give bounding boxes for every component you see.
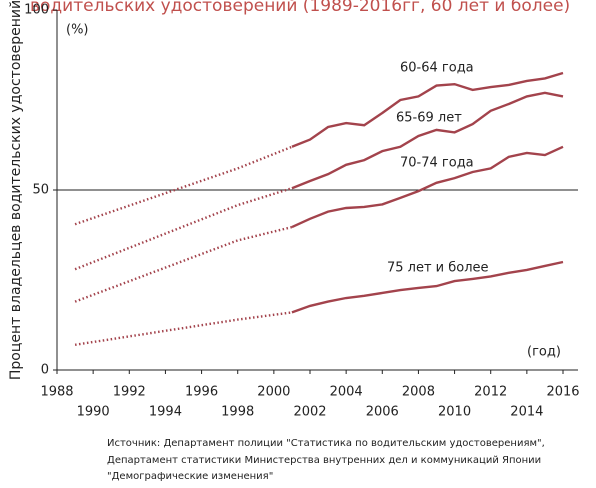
x-tick-label: 2002	[293, 405, 326, 420]
x-tick-label: 1988	[40, 385, 73, 400]
x-tick-label: 1994	[149, 405, 182, 420]
series-label: 70-74 года	[400, 156, 474, 171]
y-tick-label: 50	[32, 183, 49, 198]
x-tick-label: 2004	[330, 385, 363, 400]
series-label: 60-64 года	[400, 61, 474, 76]
chart-title: водительских удостоверений (1989-2016гг,…	[30, 0, 570, 16]
x-tick-label: 2012	[474, 385, 507, 400]
x-tick-label: 1990	[77, 405, 110, 420]
x-tick-label: 2014	[510, 405, 543, 420]
x-tick-label: 2008	[402, 385, 435, 400]
line	[291, 145, 564, 229]
x-tick-label: 2010	[438, 405, 471, 420]
series-label: 65-69 лет	[396, 111, 462, 126]
line-dotted	[74, 145, 293, 226]
x-tick-label: 1992	[113, 385, 146, 400]
line	[291, 71, 564, 148]
source-line: Департамент статистики Министерства внут…	[107, 454, 542, 466]
source: Источник: Департамент полиции "Статистик…	[107, 436, 545, 486]
line-dotted	[74, 225, 293, 303]
line-dotted	[74, 187, 293, 271]
y-axis-label: Процент владельцев водительских удостове…	[8, 0, 24, 380]
y-tick-label: 100	[24, 3, 49, 18]
x-tick-label: 2006	[366, 405, 399, 420]
line-dotted	[74, 311, 293, 346]
y-unit: (%)	[66, 23, 89, 38]
line	[291, 91, 564, 190]
x-unit: (год)	[527, 345, 561, 360]
source-line: "Демографические изменения"	[107, 471, 274, 482]
x-tick-label: 2016	[546, 385, 579, 400]
x-tick-label: 1996	[185, 385, 218, 400]
source-line: Источник: Департамент полиции "Статистик…	[107, 438, 545, 449]
y-tick-label: 0	[41, 363, 49, 378]
line	[291, 260, 564, 314]
chart: водительских удостоверений (1989-2016гг,…	[8, 0, 580, 420]
x-tick-label: 2000	[257, 385, 290, 400]
x-tick-label: 1998	[221, 405, 254, 420]
series-label: 75 лет и более	[387, 261, 489, 276]
